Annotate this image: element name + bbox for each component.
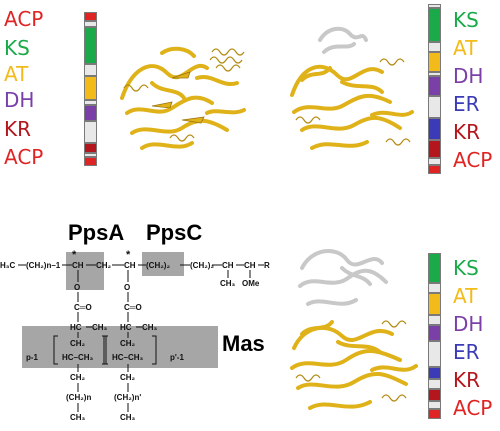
domain-label-ks: KS [453, 256, 479, 280]
domain-label-acp: ACP [453, 148, 493, 172]
unit-ch2-left: CH₂ [70, 339, 86, 348]
chain-ch-ome: CH [244, 261, 256, 270]
strip-segment-ks [428, 253, 441, 283]
chain-ch2-n1: (CH₂)n–1 [26, 261, 61, 270]
strip-segment-kr [84, 143, 97, 153]
chain-ch-me: CH [222, 261, 234, 270]
domain-label-at: AT [453, 36, 478, 60]
strip-segment-linker [428, 401, 441, 409]
chain-ch3: CH₃ [220, 279, 236, 288]
tail-ch2n-right: (CH₂)n' [114, 393, 141, 402]
strip-segment-linker [428, 158, 441, 165]
ester-co-right: C═O [124, 303, 142, 312]
label-mas: Mas [222, 331, 265, 356]
domain-label-kr: KR [4, 117, 32, 141]
strip-segment-linker [428, 341, 441, 367]
chain-r: R [264, 261, 270, 270]
tail-ch3-right: CH₃ [120, 413, 136, 422]
stereo-star-2: * [126, 249, 131, 261]
protein-structure-ks-at [120, 46, 246, 150]
ester-co-left: C═O [74, 303, 92, 312]
tail-ch2n-left: (CH₂)n [66, 393, 91, 402]
strip-segment-kr [428, 140, 441, 158]
ester-o-left: O [74, 283, 80, 292]
domain-label-kr: KR [453, 120, 481, 144]
domain-strip-bottom-right [428, 253, 441, 419]
strip-segment-kr [428, 389, 441, 401]
ester-ch3-right: CH₃ [142, 323, 158, 332]
label-ppsa: PpsA [68, 220, 125, 245]
domain-label-acp: ACP [453, 396, 493, 420]
unit-chch3-right: HC–CH₃ [112, 353, 144, 362]
domain-label-acp-2: ACP [4, 145, 44, 169]
strip-segment-dh [84, 105, 97, 121]
ester-ch3-left: CH₃ [92, 323, 108, 332]
unit-p1: p-1 [26, 353, 39, 362]
chain-h3c: H₃C [0, 261, 15, 270]
domain-label-at: AT [453, 284, 478, 308]
chain-ch-ppsa: CH [72, 261, 84, 270]
strip-segment-er [428, 118, 441, 140]
protein-structure-mas [290, 248, 418, 410]
domain-strip-top-left [84, 12, 97, 166]
domain-label-dh: DH [453, 64, 484, 88]
strip-segment-acp [84, 157, 97, 166]
strip-segment-ks [428, 8, 441, 42]
strip-segment-linker [428, 283, 441, 293]
strip-segment-acp [428, 165, 441, 174]
ester-o-right: O [124, 283, 130, 292]
strip-segment-at [428, 52, 441, 72]
ppsa-highlight-box [66, 252, 104, 290]
chain-ch2-p: (CH₂)₂ [190, 261, 214, 270]
ppsc-highlight-box [142, 252, 184, 276]
strip-segment-dh [428, 325, 441, 341]
domain-strip-top-right [428, 4, 441, 174]
domain-label-acp-1: ACP [4, 7, 44, 31]
strip-segment-linker [428, 42, 441, 52]
strip-segment-linker [84, 100, 97, 105]
unit-ch2-right: CH₂ [120, 339, 136, 348]
strip-segment-linker [428, 4, 441, 8]
tail-ch3-left: CH₃ [70, 413, 86, 422]
domain-label-dh: DH [4, 88, 35, 112]
mas-highlight-box [22, 326, 218, 368]
strip-segment-linker [84, 121, 97, 143]
domain-label-ks: KS [453, 8, 479, 32]
strip-segment-linker [428, 315, 441, 325]
strip-segment-at [428, 293, 441, 315]
strip-segment-linker [84, 64, 97, 76]
strip-segment-acp [84, 12, 97, 21]
chain-ch2: CH₂ [96, 261, 112, 270]
strip-segment-ks [84, 27, 97, 64]
domain-label-dh: DH [453, 312, 484, 336]
strip-segment-linker [84, 153, 97, 157]
domain-label-at: AT [4, 62, 29, 86]
protein-structure-ks-at-dh [290, 26, 414, 150]
domain-label-ks: KS [4, 36, 30, 60]
unit-p2: p'-1 [170, 353, 184, 362]
ester-hc-left: HC [70, 323, 82, 332]
strip-segment-at [84, 76, 97, 100]
domain-label-kr: KR [453, 368, 481, 392]
domain-label-er: ER [453, 92, 480, 116]
chain-ch2-2: (CH₂)₂ [146, 261, 170, 270]
unit-chch3-left: HC–CH₃ [62, 353, 94, 362]
chemical-structure: H₃C (CH₂)n–1 CH CH₂ CH (CH₂)₂ (CH₂)₂ CH … [0, 249, 270, 422]
strip-segment-dh [428, 76, 441, 96]
ester-hc-right: HC [120, 323, 132, 332]
tail-ch2-right: CH₂ [120, 373, 136, 382]
stereo-star-1: * [72, 249, 77, 261]
chain-ome: OMe [242, 279, 260, 288]
strip-segment-linker [428, 72, 441, 76]
strip-segment-er [428, 367, 441, 379]
strip-segment-linker [84, 21, 97, 27]
strip-segment-linker [428, 379, 441, 389]
strip-segment-acp [428, 409, 441, 419]
domain-label-er: ER [453, 340, 480, 364]
chain-ch-ppsc: CH [124, 261, 136, 270]
strip-segment-linker [428, 96, 441, 118]
tail-ch2-left: CH₂ [70, 373, 86, 382]
label-ppsc: PpsC [146, 220, 203, 245]
